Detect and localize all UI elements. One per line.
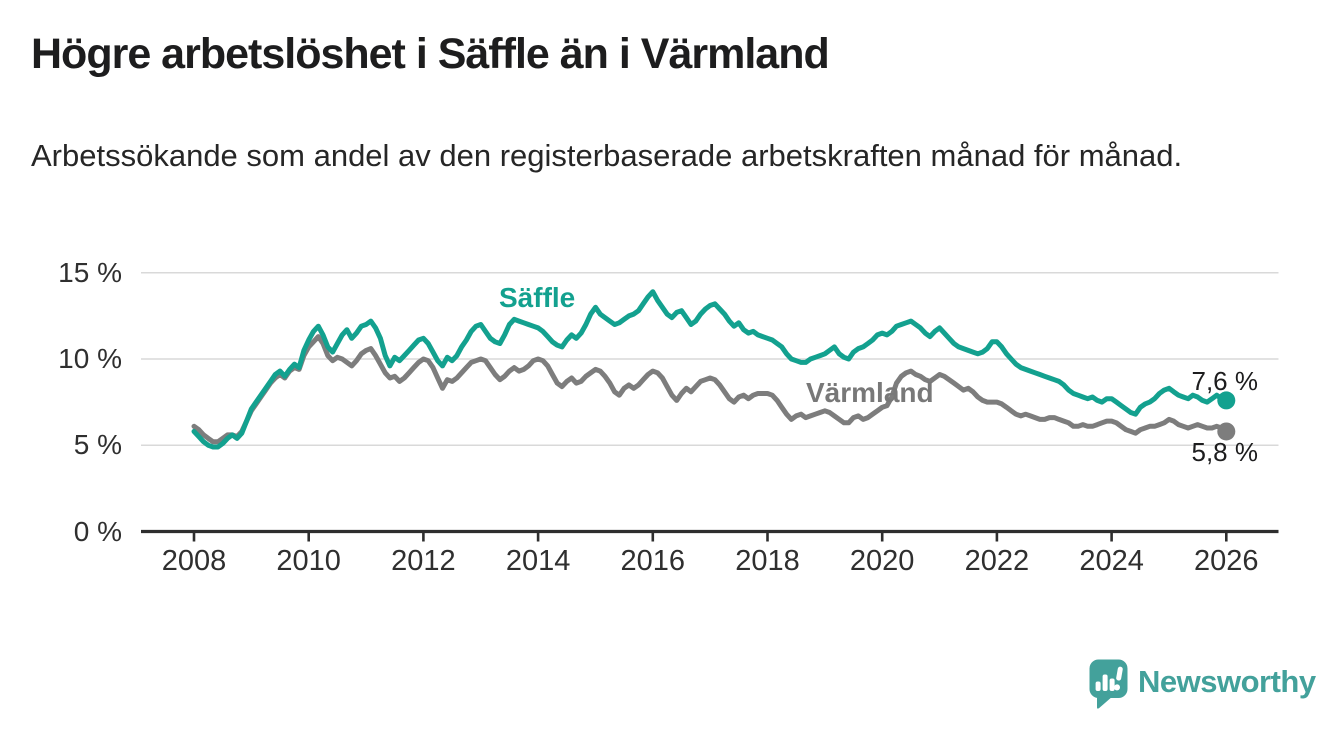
x-tick-label: 2012: [391, 545, 456, 577]
series-line-Värmland: [191, 334, 1229, 445]
x-tick-label: 2024: [1079, 545, 1144, 577]
newsworthy-logo-icon: [1089, 659, 1128, 709]
series-label-saffle: Säffle: [499, 282, 576, 313]
y-tick-label: 5 %: [73, 429, 122, 461]
chart-subtitle: Arbetssökande som andel av den registerb…: [31, 138, 1183, 173]
series-end-dot-Säffle: [1217, 391, 1236, 410]
x-tick-label: 2022: [964, 545, 1030, 577]
x-tick-label: 2026: [1194, 545, 1259, 577]
page-title: Högre arbetslöshet i Säffle än i Värmlan…: [31, 30, 830, 78]
x-tick-label: 2008: [161, 545, 227, 577]
y-tick-label: 0 %: [73, 515, 122, 547]
x-tick-label: 2020: [849, 545, 915, 577]
series-end-dot-Värmland: [1217, 422, 1236, 441]
series-label-varmland: Värmland: [806, 377, 934, 408]
y-tick-label: 10 %: [58, 343, 122, 374]
newsworthy-brand: Newsworthy: [1088, 658, 1316, 714]
x-tick-label: 2014: [505, 545, 571, 577]
x-tick-label: 2016: [620, 545, 686, 577]
y-tick-label: 15 %: [58, 256, 122, 288]
brand-name: Newsworthy: [1138, 664, 1316, 699]
x-tick-label: 2010: [276, 545, 341, 577]
x-tick-label: 2018: [735, 545, 800, 577]
end-value-label-saffle: 7,6 %: [1191, 366, 1259, 396]
end-value-label-varmland: 5,8 %: [1191, 437, 1259, 467]
series-line-Säffle: [191, 289, 1229, 450]
